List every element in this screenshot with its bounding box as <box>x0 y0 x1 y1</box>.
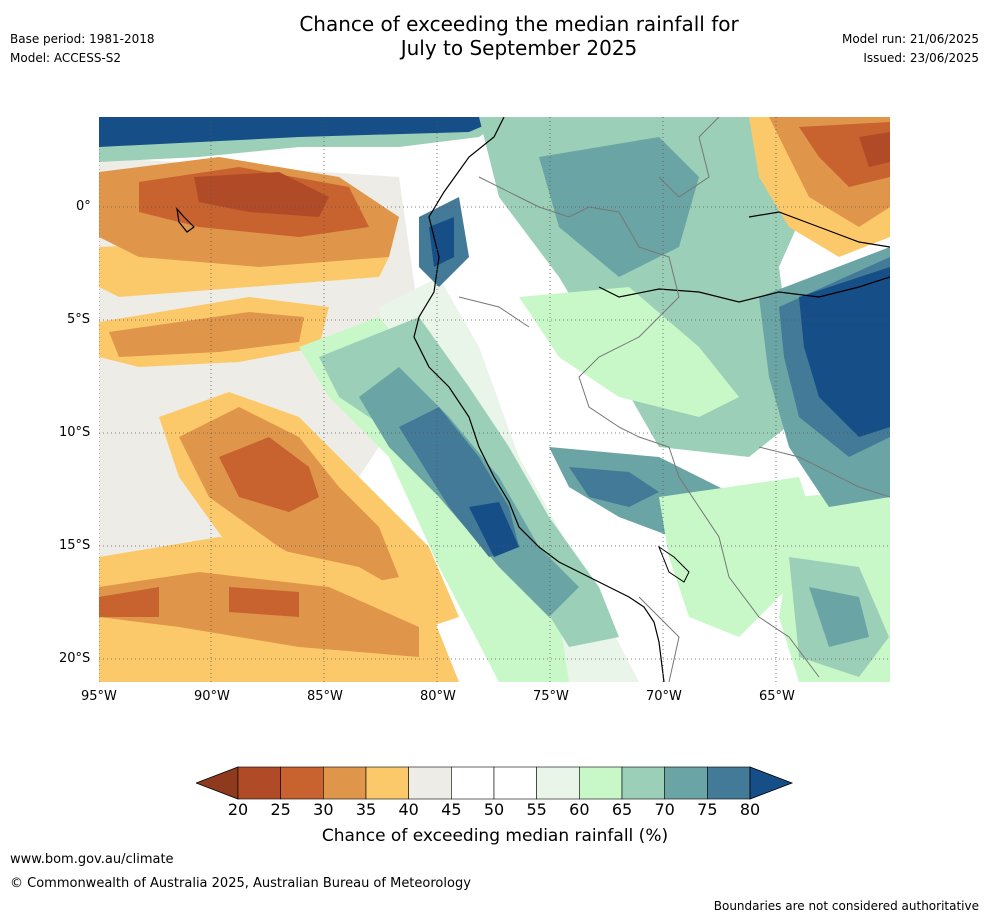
border-peru-chile <box>638 596 680 682</box>
border-brazil-bolivia <box>758 446 890 498</box>
colorbar-segment <box>408 766 452 800</box>
colorbar-segment <box>280 766 324 800</box>
colorbar-segment <box>621 766 665 800</box>
lat-label-15s: 15°S <box>59 538 91 553</box>
galapagos-islands <box>176 207 195 233</box>
colorbar-tick-label: 35 <box>355 800 377 819</box>
issued-text: Issued: 23/06/2025 <box>863 51 979 65</box>
region-wet-max-nw <box>99 117 504 147</box>
colorbar-segment <box>451 766 495 800</box>
region-dry-sw-core <box>99 587 299 617</box>
colorbar-segment <box>493 766 537 800</box>
colorbar-tick-label: 80 <box>739 800 761 819</box>
region-dry-mid <box>109 312 304 357</box>
region-wet-light-amazon <box>519 287 739 417</box>
amazon-river-coast <box>598 276 890 303</box>
region-wet-strong-peru <box>569 467 659 507</box>
lon-label-70w: 70°W <box>646 689 682 704</box>
colorbar-tick-label: 70 <box>654 800 675 819</box>
colorbar-tick-label: 45 <box>441 800 462 819</box>
map-title-line2: July to September 2025 <box>400 36 638 60</box>
region-wet-max-east <box>799 267 890 437</box>
colorbar-tick-label: 20 <box>227 800 249 819</box>
colorbar-tick-label: 30 <box>313 800 334 819</box>
colorbar-segment <box>237 766 281 800</box>
lat-label-20s: 20°S <box>59 651 91 666</box>
colorbar-tick-label: 25 <box>270 800 291 819</box>
region-wet-mid-se <box>809 587 869 647</box>
border-bolivia <box>618 426 820 678</box>
map-title-line1: Chance of exceeding the median rainfall … <box>299 12 739 36</box>
colorbar-tick-label: 75 <box>697 800 718 819</box>
colorbar-segment <box>664 766 708 800</box>
colorbar-tick-label: 40 <box>398 800 419 819</box>
map-title: Chance of exceeding the median rainfall … <box>194 12 844 60</box>
colorbar-segment <box>365 766 409 800</box>
region-wet-max-ecuador <box>429 217 454 267</box>
region-dry-north-strong <box>194 172 329 217</box>
border-venezuela <box>658 117 720 198</box>
lon-label-90w: 90°W <box>194 689 230 704</box>
colorbar <box>196 766 794 800</box>
lon-label-85w: 85°W <box>307 689 343 704</box>
north-coast <box>748 211 890 248</box>
lake-titicaca <box>657 545 690 583</box>
lon-label-80w: 80°W <box>420 689 456 704</box>
colorbar-max-arrow <box>749 766 794 800</box>
lon-label-95w: 95°W <box>81 689 117 704</box>
border-colombia-peru <box>478 176 680 428</box>
colorbar-segments <box>237 766 751 800</box>
region-dry-sw <box>99 572 419 657</box>
footer-url: www.bom.gov.au/climate <box>10 852 174 867</box>
coastline <box>413 117 665 682</box>
lat-label-5s: 5°S <box>67 312 91 327</box>
region-wet-max-coast <box>469 502 519 557</box>
region-dry-ne-strong <box>859 132 890 167</box>
lat-label-10s: 10°S <box>59 425 91 440</box>
colorbar-tick-label: 55 <box>526 800 547 819</box>
colorbar-segment <box>323 766 367 800</box>
colorbar-tick-label: 50 <box>483 800 505 819</box>
colorbar-label: Chance of exceeding median rainfall (%) <box>321 826 669 846</box>
colorbar-segment <box>707 766 751 800</box>
colorbar-tick-label: 60 <box>569 800 590 819</box>
lat-label-0: 0° <box>76 199 91 214</box>
region-wet-light-bolivia <box>659 477 819 637</box>
lon-label-65w: 65°W <box>759 689 795 704</box>
colorbar-tick-label: 65 <box>611 800 633 819</box>
region-dry-south-core <box>219 437 319 512</box>
footer-copyright: © Commonwealth of Australia 2025, Austra… <box>10 876 471 891</box>
footer-disclaimer: Boundaries are not considered authoritat… <box>713 899 979 913</box>
base-period-text: Base period: 1981-2018 <box>10 32 155 46</box>
model-text: Model: ACCESS-S2 <box>10 51 122 65</box>
colorbar-segment <box>579 766 623 800</box>
colorbar-min-arrow <box>196 766 239 800</box>
model-run-text: Model run: 21/06/2025 <box>841 32 979 46</box>
colorbar-segment <box>536 766 580 800</box>
rainfall-map <box>99 117 890 682</box>
lon-label-75w: 75°W <box>533 689 569 704</box>
